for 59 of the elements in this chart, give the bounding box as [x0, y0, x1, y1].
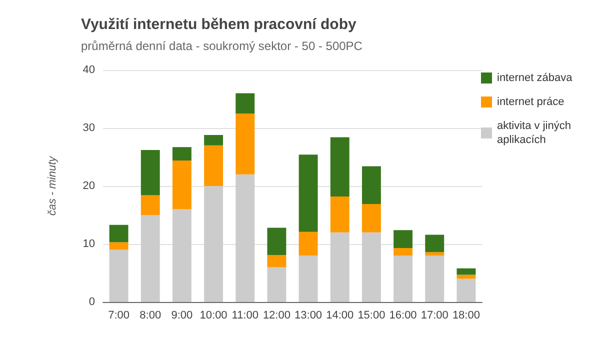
x-tick-label: 11:00	[232, 310, 258, 322]
bar	[362, 232, 381, 302]
bar	[204, 134, 224, 146]
bar	[394, 230, 413, 248]
bar	[204, 145, 224, 186]
bar	[425, 256, 444, 302]
bar	[456, 274, 476, 279]
bar	[394, 256, 413, 302]
bar	[298, 256, 318, 302]
bar	[298, 232, 318, 256]
bar	[456, 278, 476, 302]
bar	[362, 166, 381, 204]
x-tick-label: 9:00	[171, 310, 193, 322]
x-tick-label: 10:00	[200, 310, 228, 322]
bar	[298, 154, 318, 232]
y-tick-label: 30	[82, 122, 95, 134]
bar	[109, 242, 128, 250]
bar	[236, 174, 255, 302]
bar	[172, 160, 192, 210]
bar	[236, 93, 255, 114]
bar	[330, 196, 350, 232]
bar	[140, 150, 160, 196]
bar	[236, 114, 255, 174]
bar	[394, 248, 413, 256]
legend-label: aktivita v jiných aplikacích	[497, 120, 574, 146]
bar	[140, 195, 160, 215]
y-tick-label: 0	[88, 296, 95, 308]
y-tick-label: 10	[82, 238, 95, 250]
y-tick-label: 40	[82, 64, 95, 76]
chart-title: Využití internetu během pracovní doby	[81, 16, 357, 33]
bar	[425, 234, 444, 252]
bar	[140, 215, 160, 302]
bar	[109, 224, 128, 242]
bar	[172, 147, 192, 160]
x-tick-label: 13:00	[294, 310, 322, 322]
bar	[425, 252, 444, 256]
x-tick-label: 8:00	[140, 310, 162, 322]
x-tick-label: 18:00	[452, 310, 480, 322]
x-tick-label: 7:00	[108, 310, 130, 322]
bar	[172, 209, 192, 302]
x-tick-label: 17:00	[420, 310, 448, 322]
bar	[109, 250, 128, 302]
bar	[267, 267, 286, 302]
bar	[456, 268, 476, 275]
bar	[267, 228, 286, 256]
y-axis-title: čas - minuty	[46, 154, 58, 216]
bar	[204, 186, 224, 302]
x-tick-label: 15:00	[358, 310, 386, 322]
bar	[267, 255, 286, 268]
legend-label: internet práce	[497, 96, 564, 108]
x-tick-label: 16:00	[389, 310, 417, 322]
chart-subtitle: průměrná denní data - soukromý sektor - 50 - 500PC	[81, 39, 363, 53]
x-tick-label: 14:00	[326, 310, 354, 322]
legend-label: internet zábava	[497, 72, 574, 84]
y-tick-label: 20	[82, 180, 95, 192]
x-tick-label: 12:00	[262, 310, 290, 322]
bar	[330, 137, 350, 196]
bar	[362, 204, 381, 232]
bar	[330, 232, 350, 302]
